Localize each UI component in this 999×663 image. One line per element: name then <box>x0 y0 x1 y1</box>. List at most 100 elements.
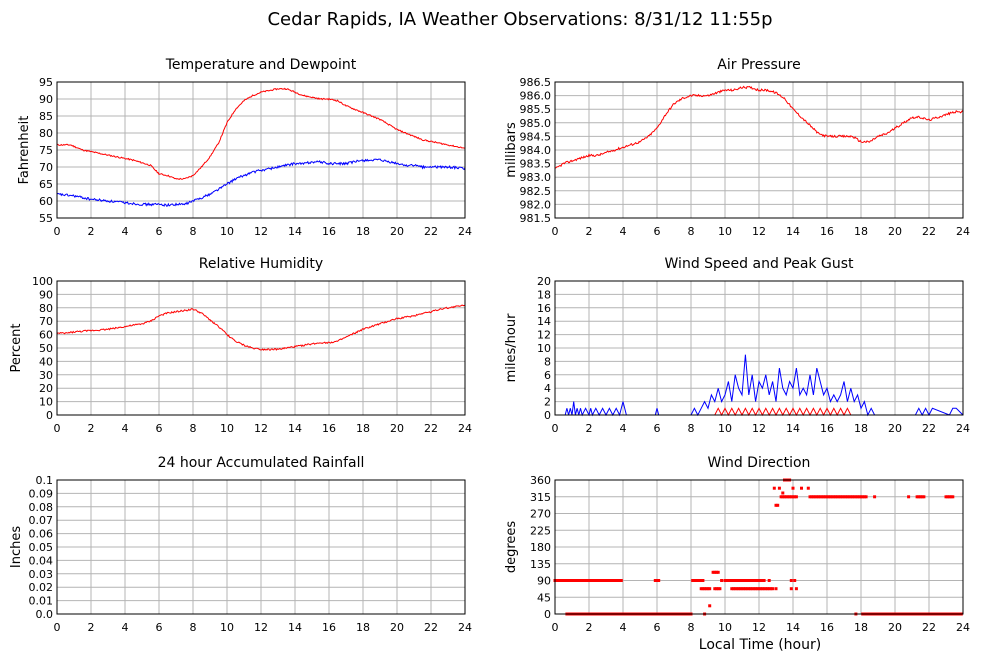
direction-point <box>813 495 817 499</box>
y-axis-label: Fahrenheit <box>17 116 32 185</box>
direction-point <box>655 579 659 582</box>
y-tick-label: 0 <box>46 409 53 422</box>
direction-point <box>563 579 567 582</box>
y-tick-label: 984.5 <box>520 130 552 143</box>
y-tick-label: 0.03 <box>29 568 54 581</box>
x-tick-label: 4 <box>620 422 627 435</box>
y-tick-label: 60 <box>39 329 53 342</box>
x-tick-label: 10 <box>220 621 234 634</box>
direction-point <box>584 579 588 582</box>
direction-point <box>611 579 615 582</box>
x-tick-label: 16 <box>820 422 834 435</box>
direction-point <box>737 579 741 582</box>
direction-point <box>845 495 849 499</box>
direction-point <box>759 579 763 582</box>
y-tick-label: 100 <box>32 275 53 288</box>
direction-point <box>781 491 785 495</box>
direction-point <box>920 495 924 499</box>
x-tick-label: 6 <box>156 225 163 238</box>
direction-point <box>791 486 795 490</box>
direction-point <box>742 587 746 591</box>
y-tick-label: 60 <box>39 195 53 208</box>
direction-point <box>570 579 574 582</box>
x-tick-label: 24 <box>956 422 970 435</box>
x-tick-label: 2 <box>586 621 593 634</box>
direction-point <box>732 579 735 582</box>
direction-point <box>694 579 698 582</box>
direction-point <box>580 579 584 582</box>
y-tick-label: 4 <box>544 382 551 395</box>
direction-point <box>558 579 562 582</box>
direction-point <box>607 579 611 582</box>
x-tick-label: 14 <box>786 621 800 634</box>
plot-frame <box>56 280 466 416</box>
y-tick-label: 0.04 <box>29 554 54 567</box>
y-tick-label: 14 <box>537 315 551 328</box>
x-tick-label: 4 <box>620 225 627 238</box>
direction-point <box>609 579 613 582</box>
x-tick-label: 8 <box>190 621 197 634</box>
chart-title: Wind Speed and Peak Gust <box>665 256 854 272</box>
direction-point <box>613 579 616 582</box>
direction-point <box>946 495 950 499</box>
x-tick-label: 22 <box>424 621 438 634</box>
y-tick-label: 65 <box>39 178 53 191</box>
direction-point <box>708 604 712 608</box>
x-tick-label: 20 <box>390 422 404 435</box>
direction-point <box>575 579 579 582</box>
y-tick-label: 0.07 <box>29 514 54 527</box>
direction-point <box>949 495 953 499</box>
y-tick-label: 986.5 <box>520 76 552 89</box>
direction-point <box>733 587 737 591</box>
direction-point <box>715 570 718 574</box>
x-tick-label: 10 <box>220 225 234 238</box>
direction-point <box>711 570 715 574</box>
y-tick-label: 80 <box>39 127 53 140</box>
direction-point <box>749 587 752 591</box>
plot-frame <box>554 81 964 219</box>
y-tick-label: 45 <box>537 591 551 604</box>
y-tick-label: 16 <box>537 302 551 315</box>
direction-point <box>811 495 815 499</box>
direction-point <box>859 495 863 499</box>
direction-point <box>619 579 623 582</box>
x-tick-label: 20 <box>888 225 902 238</box>
x-tick-label: 0 <box>54 225 61 238</box>
direction-point <box>842 495 846 499</box>
direction-point <box>730 579 734 582</box>
direction-point <box>854 495 858 499</box>
y-tick-label: 90 <box>537 575 551 588</box>
x-tick-label: 2 <box>586 225 593 238</box>
y-tick-label: 0.1 <box>36 474 54 487</box>
direction-point <box>820 495 824 499</box>
direction-point <box>777 486 781 490</box>
x-tick-label: 6 <box>654 621 661 634</box>
direction-point <box>657 579 661 582</box>
direction-point <box>703 587 707 591</box>
x-tick-label: 14 <box>786 422 800 435</box>
x-tick-label: 24 <box>458 621 472 634</box>
x-tick-label: 8 <box>688 621 695 634</box>
x-tick-label: 14 <box>288 621 302 634</box>
direction-point <box>772 486 776 490</box>
direction-point <box>851 495 854 499</box>
x-tick-label: 12 <box>752 422 766 435</box>
y-tick-label: 0.05 <box>29 541 54 554</box>
chart-title: Air Pressure <box>717 57 800 73</box>
x-tick-label: 0 <box>552 422 559 435</box>
y-tick-label: 55 <box>39 212 53 225</box>
direction-point <box>701 579 705 582</box>
series-line-red <box>56 87 466 180</box>
x-tick-label: 24 <box>458 422 472 435</box>
direction-point <box>718 587 722 591</box>
y-tick-label: 20 <box>537 275 551 288</box>
x-tick-label: 14 <box>288 422 302 435</box>
direction-point <box>852 495 856 499</box>
direction-point <box>784 495 788 499</box>
y-tick-label: 80 <box>39 302 53 315</box>
y-tick-label: 85 <box>39 110 53 123</box>
x-tick-label: 16 <box>820 225 834 238</box>
direction-point <box>776 503 780 507</box>
y-axis-label: Inches <box>9 526 24 568</box>
